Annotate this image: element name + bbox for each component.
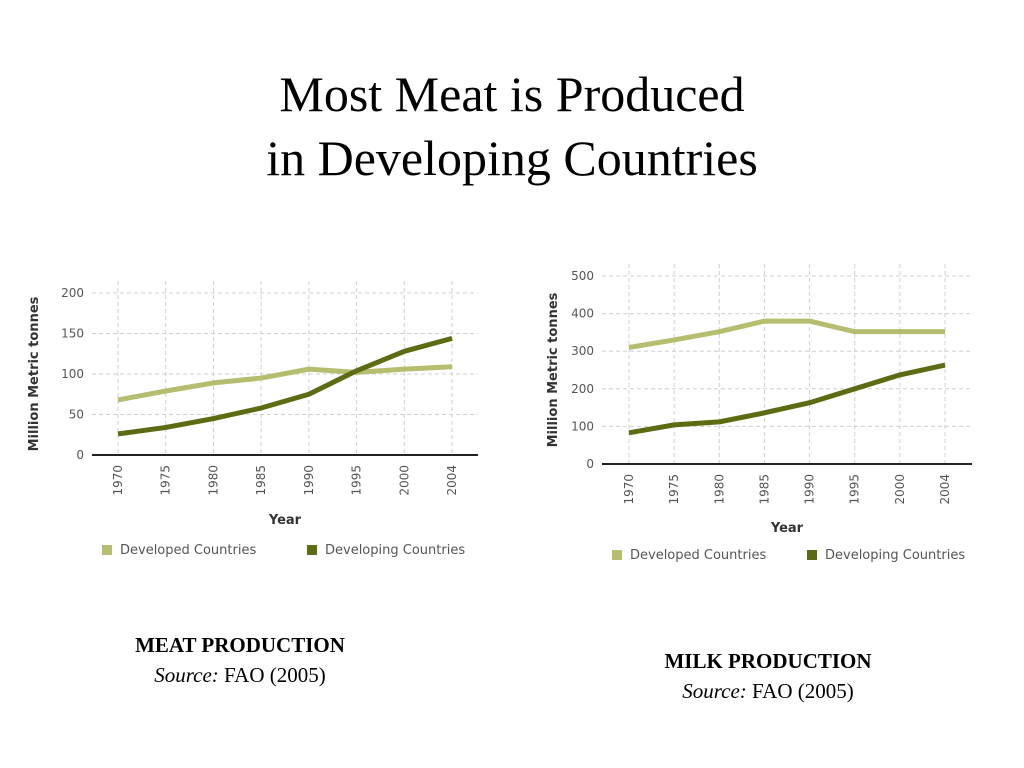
milk-ytick-300: 300 xyxy=(571,344,594,358)
milk-y-axis-title: Million Metric tonnes xyxy=(546,292,561,447)
milk-ytick-0: 0 xyxy=(586,457,594,471)
milk-x-axis-title: Year xyxy=(770,521,804,536)
meat-xtick-1985: 1985 xyxy=(254,465,268,496)
meat-caption: MEAT PRODUCTION Source: FAO (2005) xyxy=(90,630,390,690)
meat-ytick-200: 200 xyxy=(61,286,84,300)
milk-xtick-1975: 1975 xyxy=(667,474,681,505)
meat-caption-title: MEAT PRODUCTION xyxy=(135,633,345,657)
meat-series-developed-line xyxy=(117,364,453,403)
milk-xtick-1970: 1970 xyxy=(622,474,636,505)
slide-title: Most Meat is Produced in Developing Coun… xyxy=(0,62,1024,190)
meat-xtick-1980: 1980 xyxy=(206,465,220,496)
milk-legend-swatch-developed xyxy=(612,550,622,560)
meat-ytick-150: 150 xyxy=(61,327,84,341)
milk-ytick-400: 400 xyxy=(571,307,594,321)
milk-xtick-1995: 1995 xyxy=(848,474,862,505)
meat-caption-source: FAO (2005) xyxy=(218,663,326,687)
meat-ytick-0: 0 xyxy=(76,448,84,462)
milk-caption-title: MILK PRODUCTION xyxy=(664,649,872,673)
slide-title-line-1: Most Meat is Produced xyxy=(279,66,745,122)
milk-legend-label-developing: Developing Countries xyxy=(825,548,965,563)
milk-series-developing-line xyxy=(628,362,946,436)
meat-legend-swatch-developed xyxy=(102,545,112,555)
meat-production-chart: 0 50 100 150 200 1970 1975 1980 1985 1990 1995 2000… xyxy=(27,281,478,558)
milk-xtick-2004: 2004 xyxy=(938,474,952,505)
meat-xtick-2000: 2000 xyxy=(397,465,411,496)
meat-ytick-50: 50 xyxy=(69,408,84,422)
milk-ytick-100: 100 xyxy=(571,419,594,433)
milk-legend-swatch-developing xyxy=(807,550,817,560)
meat-series-developing-line xyxy=(117,335,453,437)
meat-xtick-1970: 1970 xyxy=(111,465,125,496)
meat-xtick-2004: 2004 xyxy=(445,465,459,496)
milk-xtick-1980: 1980 xyxy=(712,474,726,505)
milk-xtick-2000: 2000 xyxy=(893,474,907,505)
meat-x-axis-title: Year xyxy=(268,513,302,528)
milk-xtick-1985: 1985 xyxy=(757,474,771,505)
milk-series-developed-line xyxy=(628,318,945,350)
milk-caption: MILK PRODUCTION Source: FAO (2005) xyxy=(618,646,918,706)
milk-xtick-1990: 1990 xyxy=(803,474,817,505)
milk-production-chart: 0 100 200 300 400 500 1970 1975 1980 1985 1990 1995… xyxy=(546,264,972,563)
meat-legend-label-developing: Developing Countries xyxy=(325,543,465,558)
meat-legend-swatch-developing xyxy=(307,545,317,555)
milk-caption-source: FAO (2005) xyxy=(746,679,854,703)
meat-xtick-1995: 1995 xyxy=(350,465,364,496)
milk-caption-source-label: Source: xyxy=(682,679,747,703)
meat-xtick-1990: 1990 xyxy=(302,465,316,496)
milk-ytick-200: 200 xyxy=(571,382,594,396)
meat-y-axis-title: Million Metric tonnes xyxy=(27,296,42,451)
milk-legend-label-developed: Developed Countries xyxy=(630,548,766,563)
slide-title-line-2: in Developing Countries xyxy=(266,130,758,186)
meat-xtick-1975: 1975 xyxy=(159,465,173,496)
meat-legend-label-developed: Developed Countries xyxy=(120,543,256,558)
meat-ytick-100: 100 xyxy=(61,367,84,381)
meat-caption-source-label: Source: xyxy=(154,663,219,687)
milk-ytick-500: 500 xyxy=(571,269,594,283)
